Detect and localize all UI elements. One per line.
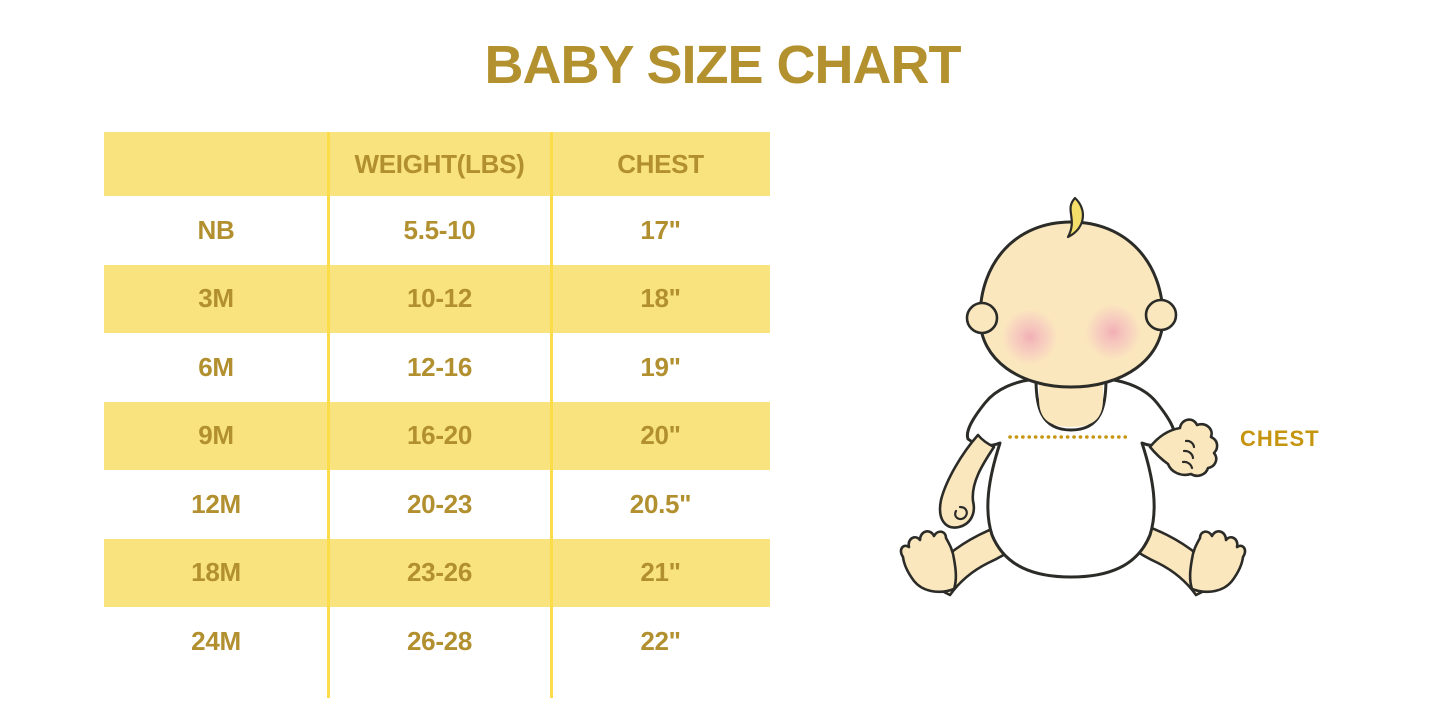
chest-cell: 21": [640, 557, 681, 588]
page-title: BABY SIZE CHART: [484, 35, 961, 95]
weight-cell: 16-20: [407, 420, 472, 451]
chest-measurement-label: CHEST: [1240, 426, 1320, 451]
size-cell: 12M: [191, 488, 241, 519]
table-row: 6M 12-16 19": [104, 333, 770, 402]
baby-right-arm: [1148, 418, 1219, 478]
table-header-row: WEIGHT(LBS) CHEST: [104, 132, 770, 196]
table-row: 3M 10-12 18": [104, 264, 770, 333]
chest-cell: 18": [640, 283, 681, 314]
chest-cell: 17": [640, 214, 681, 245]
size-cell: NB: [197, 214, 235, 245]
weight-cell: 12-16: [407, 351, 472, 382]
chest-cell: 20": [640, 420, 681, 451]
baby-hair-curl: [1066, 196, 1084, 239]
size-cell: 9M: [198, 420, 234, 451]
size-cell: 6M: [198, 351, 234, 382]
table-row: 18M 23-26 21": [104, 538, 770, 607]
baby-left-arm: [938, 433, 996, 529]
chest-cell: 22": [640, 625, 681, 656]
table-row: 9M 16-20 20": [104, 401, 770, 470]
baby-left-ear: [965, 301, 999, 335]
baby-head: [978, 220, 1165, 389]
baby-neck: [1039, 377, 1103, 427]
size-cell: 24M: [191, 625, 241, 656]
table-row: 24M 26-28 22": [104, 607, 770, 676]
table-row: 12M 20-23 20.5": [104, 470, 770, 539]
column-header-weight: WEIGHT(LBS): [354, 148, 525, 179]
weight-cell: 5.5-10: [403, 214, 476, 245]
weight-cell: 10-12: [407, 283, 472, 314]
left-hand-finger-curl: [954, 505, 968, 521]
column-header-chest: CHEST: [617, 148, 704, 179]
size-table: WEIGHT(LBS) CHEST NB 5.5-10 17" 3M 10-12…: [104, 132, 770, 676]
weight-cell: 23-26: [407, 557, 472, 588]
baby-right-foot: [1188, 530, 1247, 594]
baby-left-foot: [899, 530, 958, 594]
right-fist-finger-curls: [1181, 439, 1196, 470]
weight-cell: 20-23: [407, 488, 472, 519]
weight-cell: 26-28: [407, 625, 472, 656]
size-cell: 18M: [191, 557, 241, 588]
column-divider-1: [327, 132, 330, 698]
chest-cell: 19": [640, 351, 681, 382]
right-cheek-blush: [1085, 304, 1141, 360]
table-row: NB 5.5-10 17": [104, 196, 770, 265]
baby-illustration: [899, 196, 1247, 597]
column-divider-2: [550, 132, 553, 698]
left-cheek-blush: [1002, 309, 1058, 365]
size-cell: 3M: [198, 283, 234, 314]
baby-right-ear: [1144, 298, 1178, 332]
chest-cell: 20.5": [629, 488, 692, 519]
